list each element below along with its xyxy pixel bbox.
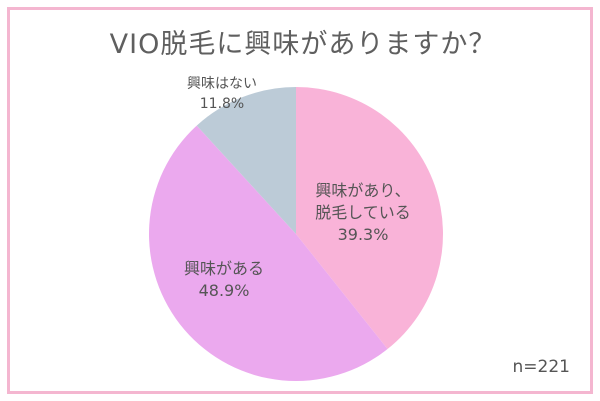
slice-not-interested-value-label: 11.8% <box>200 96 244 112</box>
slice-interested-label: 興味がある <box>184 259 264 278</box>
slice-interested-and-doing <box>296 87 443 350</box>
sample-size-label: n=221 <box>512 357 570 377</box>
chart-title: VIO脱毛に興味がありますか？ <box>109 29 497 60</box>
slice-interested-and-doing-label: 興味があり、 <box>315 181 410 200</box>
slice-interested <box>149 125 388 381</box>
slice-not-interested-label: 興味はない <box>187 76 257 92</box>
slice-not-interested <box>196 87 296 234</box>
slice-interested-and-doing-value-label: 39.3% <box>338 225 389 244</box>
slice-interested-and-doing-label: 脱毛している <box>315 203 411 222</box>
slice-interested-value-label: 48.9% <box>199 281 250 300</box>
